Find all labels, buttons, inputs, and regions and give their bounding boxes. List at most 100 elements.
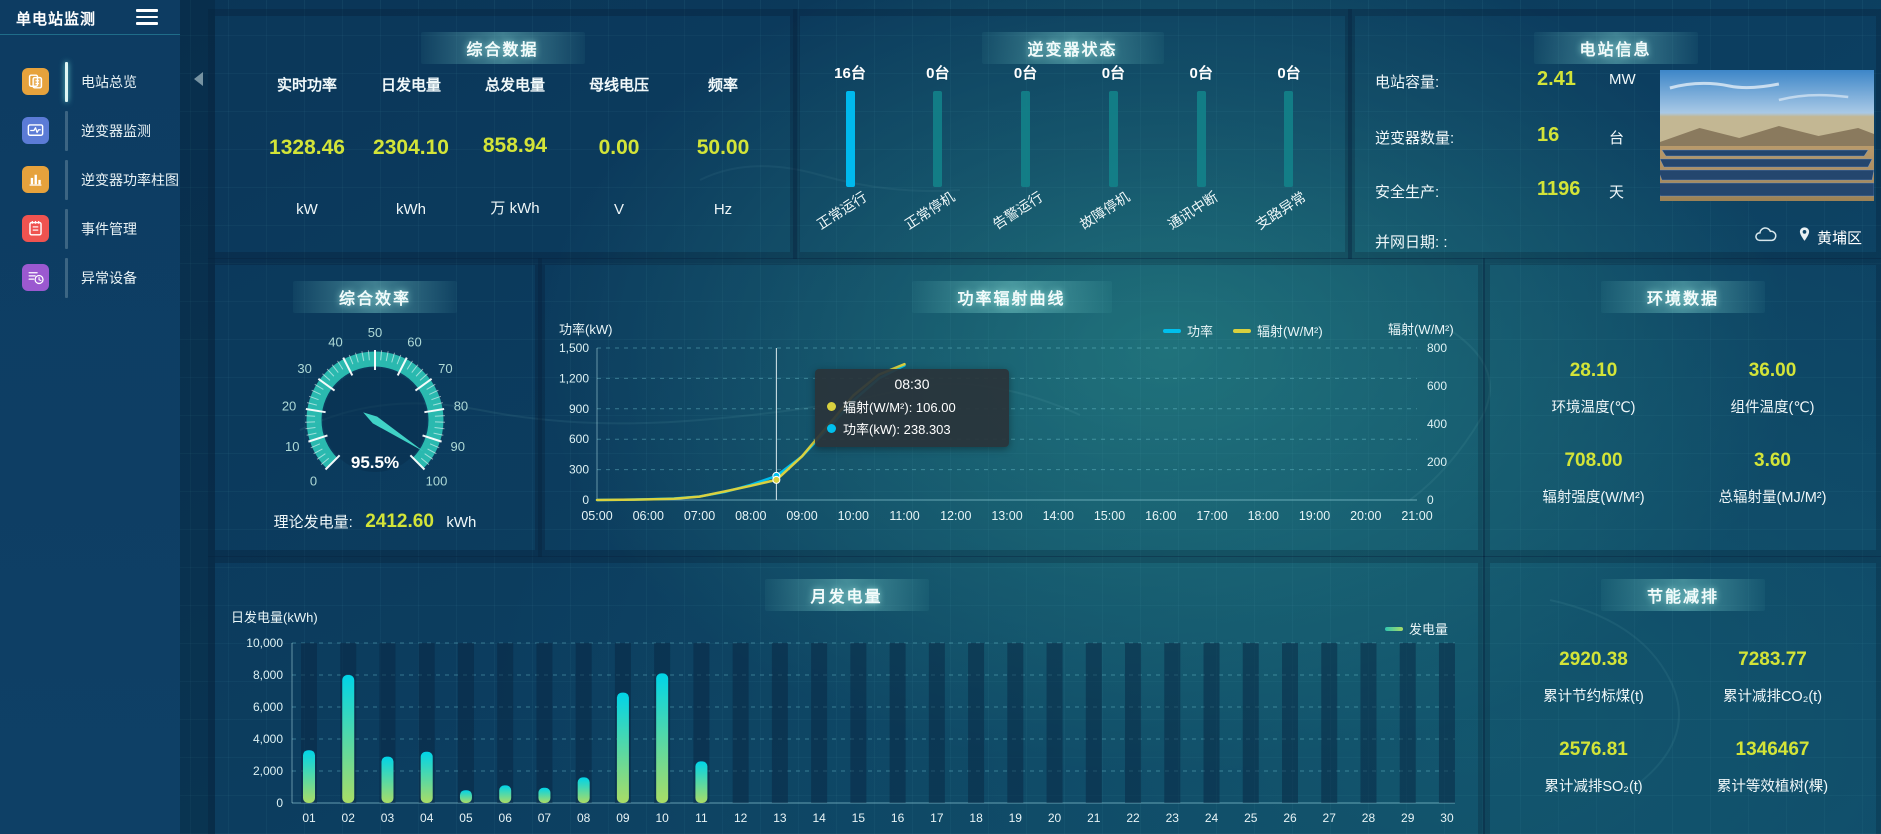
legend-item-radiation[interactable]: 辐射(W/M²) <box>1233 321 1323 340</box>
station-info-value: 2.41 <box>1537 68 1576 90</box>
inverter-status-label: 通讯中断 <box>1164 188 1221 233</box>
station-info-unit: 天 <box>1609 184 1625 201</box>
overview-icon <box>22 68 49 95</box>
metric-value: 1328.46 <box>269 136 345 159</box>
svg-text:26: 26 <box>1283 811 1297 825</box>
metric-label: 日发电量 <box>380 77 441 94</box>
inverter-status-count: 0台 <box>1189 65 1213 82</box>
powerbar-icon <box>22 166 49 193</box>
inverter-status-label-wrap: 正常停机 <box>902 188 966 237</box>
svg-text:0: 0 <box>310 474 317 489</box>
station-info-value: 1196 <box>1537 178 1581 200</box>
legend-item-power[interactable]: 功率 <box>1163 321 1213 340</box>
tooltip-power-text: 功率(kW): 238.303 <box>843 422 951 437</box>
metric-unit: kW <box>296 201 318 218</box>
monthly-legend[interactable]: 发电量 <box>1384 619 1448 638</box>
data-cell: 708.00 辐射强度(W/M²) <box>1504 434 1683 525</box>
sidebar-item-inverter-power-bars[interactable]: 逆变器功率柱图 <box>0 155 180 204</box>
monitor-icon <box>22 117 49 144</box>
weather-cloud-icon[interactable] <box>1753 226 1779 244</box>
svg-text:18:00: 18:00 <box>1248 509 1279 523</box>
inverter-status-bar <box>1284 91 1294 187</box>
sidebar-item-event-management[interactable]: 事件管理 <box>0 204 180 253</box>
inverter-status-label: 正常运行 <box>813 188 870 233</box>
svg-text:18: 18 <box>969 811 983 825</box>
station-info-row: 电站容量: 2.41 MW <box>1375 68 1685 94</box>
svg-text:07: 07 <box>538 811 552 825</box>
menu-item-divider <box>65 110 68 151</box>
svg-text:20: 20 <box>1048 811 1062 825</box>
metric-unit: Hz <box>713 201 733 218</box>
svg-text:01: 01 <box>302 811 316 825</box>
sidebar-menu: 电站总览逆变器监测逆变器功率柱图 事件管理 异常设备 <box>0 57 180 302</box>
svg-text:14: 14 <box>812 811 826 825</box>
environment-cells: 28.10 环境温度(℃) 36.00 组件温度(℃) 708.00 辐射强度(W/M²)… <box>1504 343 1862 524</box>
left-axis-title: 功率(kW) <box>559 322 613 337</box>
curve-legend: 功率 辐射(W/M²) <box>1163 321 1323 340</box>
svg-text:09: 09 <box>616 811 630 825</box>
svg-text:6,000: 6,000 <box>253 700 283 714</box>
power-legend-swatch <box>1163 328 1181 333</box>
sidebar-item-inverter-monitor[interactable]: 逆变器监测 <box>0 106 180 155</box>
sidebar-item-station-overview[interactable]: 电站总览 <box>0 57 180 106</box>
metric-unit: 万 kWh <box>490 200 540 217</box>
station-info-value: 16 <box>1537 124 1560 146</box>
data-cell-label: 组件温度(℃) <box>1730 399 1815 416</box>
monthly-generation-chart[interactable]: 0 2,000 4,000 6,000 8,000 10,000 01 02 03 04 05 06 0… <box>215 563 1478 834</box>
svg-text:400: 400 <box>1427 417 1447 431</box>
svg-text:8,000: 8,000 <box>253 668 283 682</box>
inverter-status-count: 0台 <box>1101 65 1126 82</box>
chart-tooltip: 08:30 辐射(W/M²): 106.00 功率(kW): 238.303 <box>815 369 1009 447</box>
data-cell: 2920.38 累计节约标煤(t) <box>1504 633 1683 723</box>
inverter-status-label: 支路异常 <box>1252 188 1309 233</box>
sidebar-item-abnormal-devices[interactable]: 异常设备 <box>0 253 180 302</box>
data-cell: 36.00 组件温度(℃) <box>1683 343 1862 434</box>
panel-power-radiation: 功率辐射曲线 功率(kW) 功率 辐射(W/M²) 辐射(W/M²) 0 300 6… <box>545 265 1478 550</box>
svg-text:11: 11 <box>695 811 708 825</box>
right-axis-title: 辐射(W/M²) <box>1388 322 1454 337</box>
radiation-legend-swatch <box>1233 328 1252 333</box>
sidebar-collapse-arrow[interactable] <box>194 72 203 86</box>
svg-text:24: 24 <box>1205 811 1219 825</box>
svg-text:19: 19 <box>1009 811 1023 825</box>
svg-text:06:00: 06:00 <box>633 509 664 523</box>
svg-text:10:00: 10:00 <box>838 509 869 523</box>
svg-text:2,000: 2,000 <box>253 764 283 778</box>
svg-text:10: 10 <box>285 439 299 454</box>
data-cell-value: 3.60 <box>1754 450 1791 472</box>
menu-toggle-icon[interactable] <box>136 9 158 29</box>
inverter-status-column: 0台通讯中断 <box>1161 62 1241 246</box>
metric-value: 858.94 <box>482 134 548 157</box>
monthly-legend-label: 发电量 <box>1408 622 1448 637</box>
inverter-status-column: 0台 支路异常 <box>1249 62 1329 246</box>
data-cell-label: 辐射强度(W/M²) <box>1542 490 1645 507</box>
station-info-row: 并网日期: : <box>1375 228 1685 254</box>
svg-text:15: 15 <box>852 811 866 825</box>
inverter-status-count: 0台 <box>926 65 950 82</box>
svg-text:20: 20 <box>282 398 296 413</box>
data-cell-value: 1346467 <box>1735 738 1810 760</box>
svg-text:17:00: 17:00 <box>1196 509 1227 523</box>
svg-text:06: 06 <box>499 811 513 825</box>
location-pin-icon <box>1799 227 1810 241</box>
data-cell-value: 708.00 <box>1564 450 1623 472</box>
inverter-status-label-wrap: 通讯中断 <box>1165 188 1229 237</box>
data-cell-value: 28.10 <box>1569 359 1618 381</box>
efficiency-gauge[interactable]: 0 10 20 30 40 50 60 70 80 90 100 <box>215 265 535 505</box>
svg-text:70: 70 <box>438 361 452 376</box>
inverter-status-label-wrap: 告警运行 <box>989 188 1054 237</box>
inverter-status-count: 16台 <box>834 65 866 82</box>
menu-item-divider <box>65 61 68 102</box>
power-radiation-chart[interactable]: 0 300 600 900 1,200 1,500 0 200 400 600 800 05:00 06… <box>545 265 1478 550</box>
svg-text:29: 29 <box>1401 811 1415 825</box>
inverter-status-label: 正常停机 <box>901 188 958 233</box>
svg-text:50: 50 <box>368 325 382 340</box>
data-cell: 28.10 环境温度(℃) <box>1504 343 1683 434</box>
svg-text:90: 90 <box>451 439 465 454</box>
sidebar-item-label: 逆变器监测 <box>81 122 151 139</box>
svg-text:03: 03 <box>381 811 395 825</box>
inverter-status-chart[interactable]: 16台 正常运行 0台 正常停机 0台 告警运行 0台 故障停机 0台 通讯中断 0台 支路异常 <box>810 62 1329 246</box>
data-cell-label: 总辐射量(MJ/M²) <box>1718 490 1827 507</box>
svg-text:40: 40 <box>328 334 342 349</box>
svg-text:1,500: 1,500 <box>559 341 589 355</box>
